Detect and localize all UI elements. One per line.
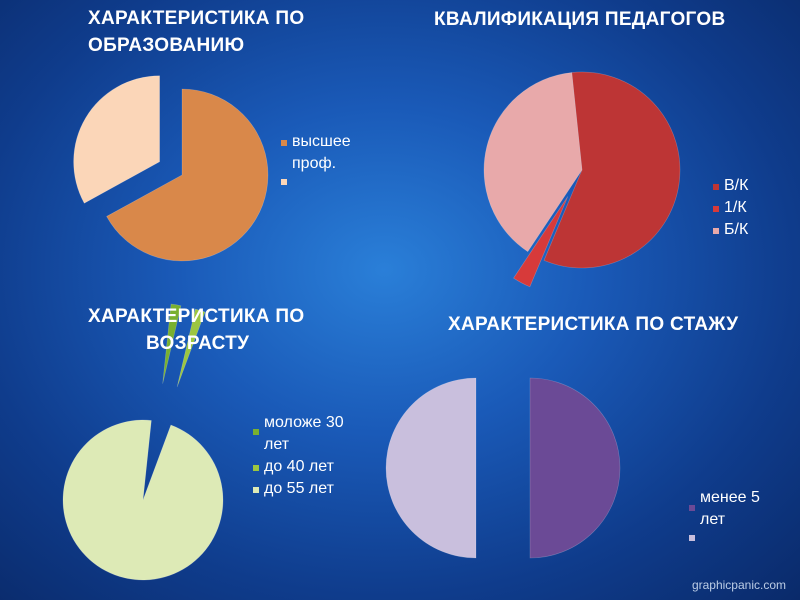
legend-swatch: [689, 535, 695, 541]
legend-item: Б/К: [713, 219, 748, 241]
chart-title-line: ХАРАКТЕРИСТИКА ПО: [88, 8, 305, 29]
chart-title-education: ХАРАКТЕРИСТИКА ПО ОБРАЗОВАНИЮ: [88, 5, 304, 59]
pie-slice: [176, 308, 206, 388]
pie-slice: [543, 71, 681, 269]
legend-item: до 55 лет: [253, 478, 344, 500]
chart-title-line: ОБРАЗОВАНИЮ: [88, 35, 245, 56]
legend-swatch: [253, 429, 259, 435]
pie-slice: [529, 377, 621, 559]
legend-item: менее 5 лет: [689, 487, 760, 531]
pie-slice: [106, 88, 269, 262]
legend-item: В/К: [713, 175, 748, 197]
legend-label-line: В/К: [724, 177, 749, 194]
pie-slice: [162, 303, 182, 384]
pie-slice: [513, 196, 569, 288]
chart-title-line: КВАЛИФИКАЦИЯ ПЕДАГОГОВ: [434, 9, 726, 30]
chart-title-experience: ХАРАКТЕРИСТИКА ПО СТАЖУ: [448, 311, 738, 338]
pie-chart-education: [73, 75, 269, 262]
legend-label-line: Б/К: [724, 221, 749, 238]
pie-chart-age: [62, 303, 224, 581]
legend-label-line: проф.: [292, 155, 337, 172]
legend-label-line: до 40 лет: [264, 458, 334, 475]
pie-chart-qualification: [483, 71, 681, 288]
legend-label-line: до 55 лет: [264, 480, 334, 497]
legend-label-line: 1/К: [724, 199, 747, 216]
pie-slice: [483, 72, 583, 253]
legend-label-line: менее 5: [700, 489, 760, 506]
watermark-text: graphicpanic.com: [691, 578, 786, 592]
legend-label-line: моложе 30: [264, 414, 344, 431]
legend-education: высшее проф.: [281, 131, 351, 185]
legend-label-line: высшее: [292, 133, 351, 150]
pie-slice: [62, 419, 224, 581]
legend-item: высшее проф.: [281, 131, 351, 175]
legend-item: до 40 лет: [253, 456, 344, 478]
legend-item: моложе 30 лет: [253, 412, 344, 456]
legend-age: моложе 30 лет до 40 лет до 55 лет: [253, 412, 344, 500]
legend-item: 1/К: [713, 197, 748, 219]
legend-swatch: [689, 505, 695, 511]
pie-chart-experience: [385, 377, 621, 559]
legend-qualification: В/К 1/К Б/К: [713, 175, 748, 241]
legend-swatch: [253, 465, 259, 471]
legend-label-line: лет: [700, 511, 726, 528]
legend-swatch: [281, 140, 287, 146]
legend-experience: менее 5 лет: [689, 487, 760, 541]
legend-swatch: [253, 487, 259, 493]
legend-swatch: [713, 228, 719, 234]
chart-title-age: ХАРАКТЕРИСТИКА ПО ВОЗРАСТУ: [88, 303, 304, 357]
chart-title-line: ХАРАКТЕРИСТИКА ПО: [88, 306, 305, 327]
chart-title-qualification: КВАЛИФИКАЦИЯ ПЕДАГОГОВ: [434, 6, 725, 33]
legend-label-line: лет: [264, 436, 290, 453]
legend-swatch: [713, 206, 719, 212]
pie-slice: [73, 75, 160, 204]
legend-swatch: [281, 179, 287, 185]
pie-slice: [385, 377, 477, 559]
legend-swatch: [713, 184, 719, 190]
chart-title-line: ВОЗРАСТУ: [146, 333, 250, 354]
chart-title-line: ХАРАКТЕРИСТИКА ПО СТАЖУ: [448, 314, 739, 335]
